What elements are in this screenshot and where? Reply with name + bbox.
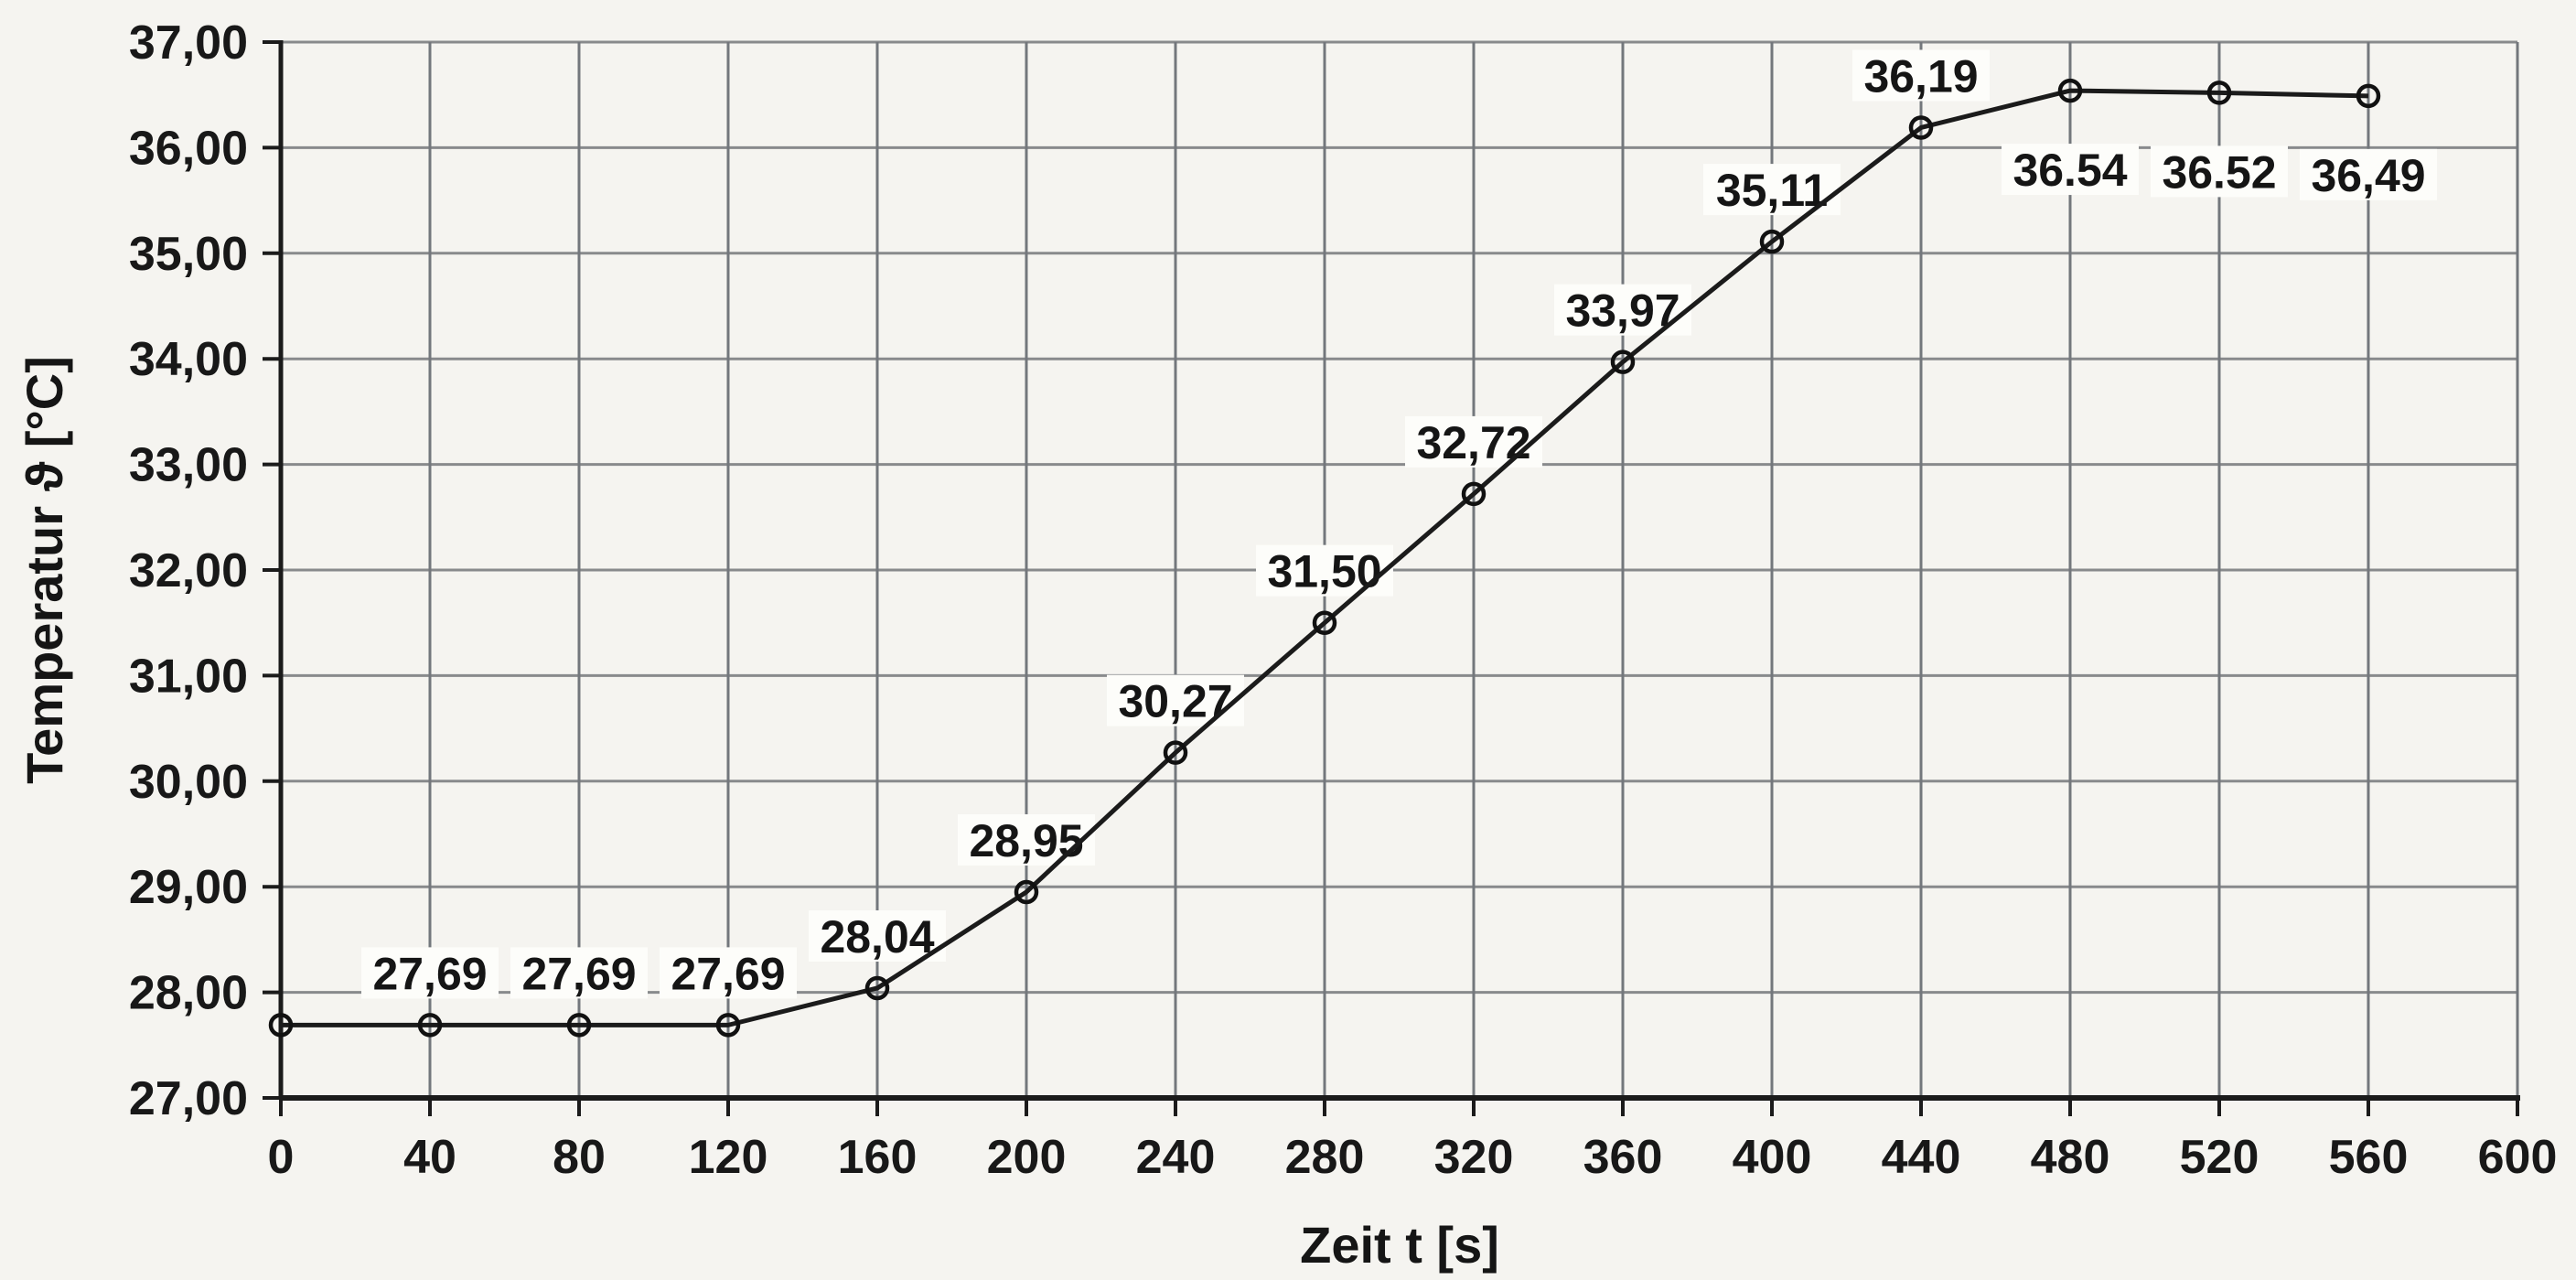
x-axis-title: Zeit t [s] <box>1300 1216 1499 1274</box>
data-label: 36.54 <box>2012 145 2127 196</box>
data-label-background <box>1405 415 1542 468</box>
x-tick-label: 80 <box>553 1131 606 1184</box>
temperature-series-line <box>281 88 2369 1027</box>
tick-label-layer: 27,00 28,00 29,00 30,00 31,00 32,00 33,00 34,00… <box>129 16 2558 1184</box>
x-tick-label: 400 <box>1733 1131 1812 1184</box>
data-label-background <box>958 813 1095 866</box>
y-tick-label: 36,00 <box>129 122 248 175</box>
x-tick-label: 360 <box>1583 1131 1663 1184</box>
x-tick-label: 240 <box>1136 1131 1216 1184</box>
x-tick-label: 0 <box>268 1131 295 1184</box>
grid-layer <box>281 40 2519 1098</box>
data-label: 28,04 <box>820 911 934 963</box>
x-tick-label: 120 <box>689 1131 768 1184</box>
y-tick-label: 33,00 <box>129 439 248 492</box>
data-point-marker <box>1163 740 1188 765</box>
data-label: 27,69 <box>521 948 636 999</box>
data-point-marker <box>715 1013 741 1038</box>
y-tick-label: 34,00 <box>129 333 248 386</box>
data-label-text-layer: 27,69 27,69 27,6928,0428,9530,2731,5032,72… <box>372 50 2425 999</box>
data-point-marker <box>2356 83 2381 109</box>
data-point-marker <box>1014 879 1039 905</box>
data-point-marker <box>268 1013 294 1038</box>
data-point-marker <box>1312 610 1337 635</box>
x-tick-label: 160 <box>838 1131 918 1184</box>
data-label: 35,11 <box>1716 165 1828 216</box>
x-tick-label: 600 <box>2478 1131 2558 1184</box>
x-tick-label: 280 <box>1285 1131 1365 1184</box>
data-label: 36.52 <box>2162 146 2276 198</box>
x-tick-label: 520 <box>2180 1131 2259 1184</box>
y-tick-label: 28,00 <box>129 967 248 1020</box>
data-point-marker <box>566 1013 592 1038</box>
x-tick-label: 200 <box>987 1131 1067 1184</box>
data-label-background <box>2151 145 2288 198</box>
data-point-marker <box>2057 78 2083 103</box>
x-tick-label: 440 <box>1882 1131 1961 1184</box>
x-tick-label: 480 <box>2031 1131 2110 1184</box>
data-point-marker <box>2206 81 2232 105</box>
data-label-background <box>510 947 648 999</box>
x-tick-label: 560 <box>2329 1131 2409 1184</box>
data-label-background <box>2300 148 2437 200</box>
data-point-marker <box>1908 115 1934 140</box>
data-label-background <box>1107 674 1244 726</box>
data-label: 33,97 <box>1565 285 1680 337</box>
data-label: 36,49 <box>2311 150 2425 201</box>
data-point-marker <box>417 1013 443 1038</box>
data-label: 27,69 <box>372 948 487 999</box>
data-label-background <box>1256 544 1393 597</box>
data-point-marker <box>1759 229 1785 254</box>
x-tick-label: 40 <box>403 1131 456 1184</box>
data-label-background <box>1852 49 1990 102</box>
data-label: 36,19 <box>1863 50 1978 102</box>
data-label-background <box>660 947 797 999</box>
data-label-background-layer <box>361 49 2437 999</box>
data-point-marker <box>1610 350 1636 374</box>
marker-layer <box>268 78 2381 1038</box>
data-point-marker <box>864 975 890 1001</box>
y-tick-label: 35,00 <box>129 228 248 281</box>
data-point-marker <box>1461 481 1487 507</box>
y-tick-label: 30,00 <box>129 756 248 809</box>
data-label-background <box>809 909 946 962</box>
y-tick-label: 31,00 <box>129 650 248 703</box>
y-tick-label: 37,00 <box>129 16 248 70</box>
data-label-background <box>2002 144 2139 196</box>
data-label: 28,95 <box>969 815 1083 866</box>
axis-layer <box>263 40 2520 1116</box>
series-layer <box>281 88 2369 1027</box>
y-tick-label: 29,00 <box>129 861 248 914</box>
y-tick-label: 32,00 <box>129 544 248 597</box>
data-label: 27,69 <box>671 948 785 999</box>
y-tick-label: 27,00 <box>129 1072 248 1125</box>
data-label-background <box>361 947 499 999</box>
y-axis-title: Temperatur ϑ [°C] <box>16 356 73 784</box>
x-tick-label: 320 <box>1434 1131 1514 1184</box>
